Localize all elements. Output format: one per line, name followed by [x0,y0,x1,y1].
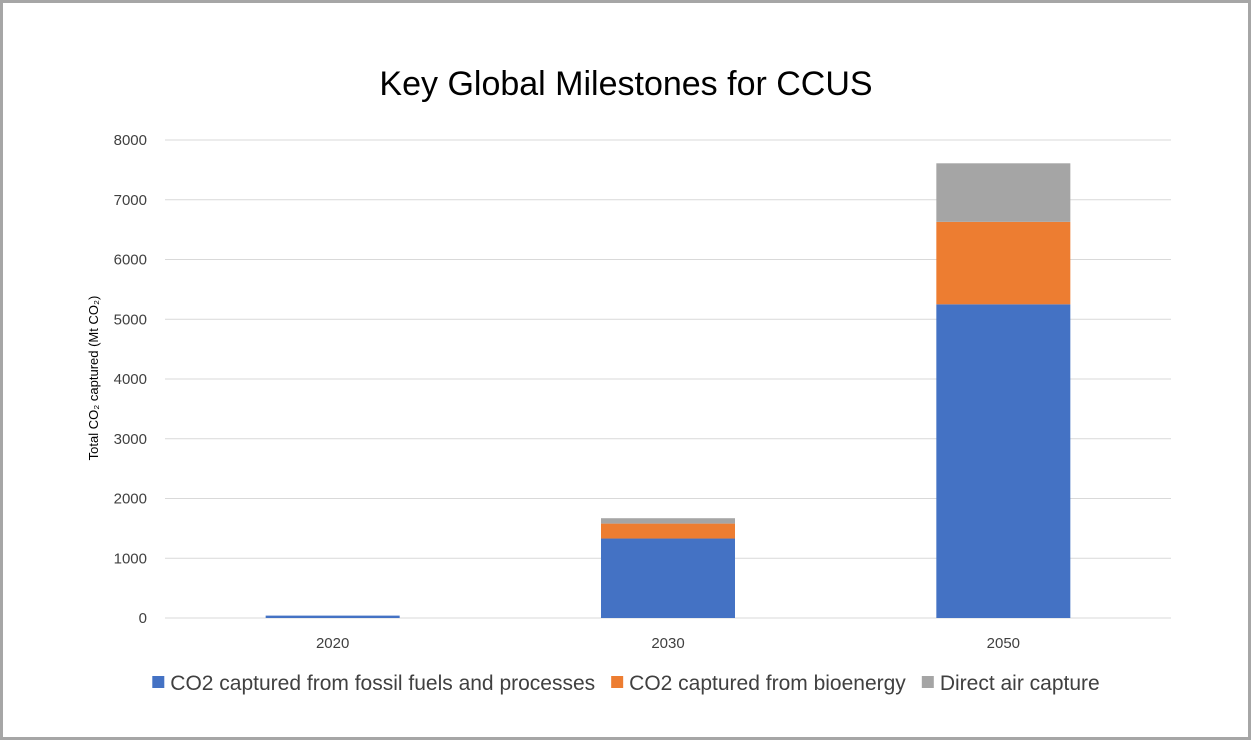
bar-2030-series-0 [601,538,735,618]
bar-2050-series-2 [936,163,1071,222]
legend-item: CO2 captured from fossil fuels and proce… [152,672,595,695]
y-tick-labels: 0 1000 2000 3000 4000 5000 6000 7000 8000 [114,132,147,627]
bar-2020-series-0 [265,615,400,618]
y-tick-label: 2000 [114,491,147,508]
y-tick-label: 6000 [114,252,147,269]
legend-label: Direct air capture [940,672,1100,695]
bar-2030-series-1 [601,523,735,539]
x-tick-label: 2050 [987,635,1020,652]
legend-swatch [611,676,624,688]
bars [265,163,1071,618]
legend-label: CO2 captured from bioenergy [629,672,906,695]
y-tick-label: 0 [139,610,147,627]
y-tick-label: 3000 [114,431,147,448]
y-tick-label: 5000 [114,311,147,328]
y-tick-label: 7000 [114,192,147,209]
chart-title: Key Global Milestones for CCUS [379,65,872,103]
x-tick-label: 2020 [316,635,349,652]
bar-2030-series-2 [601,518,735,524]
legend-item: Direct air capture [921,672,1100,695]
y-tick-label: 8000 [114,132,147,149]
y-tick-label: 1000 [114,550,147,567]
x-tick-labels: 2020 2030 2050 [316,635,1020,652]
legend-swatch [152,676,165,688]
bar-2050-series-1 [936,221,1071,305]
legend-label: CO2 captured from fossil fuels and proce… [170,672,595,695]
x-tick-label: 2030 [651,635,684,652]
y-tick-label: 4000 [114,371,147,388]
bar-2050-series-0 [936,304,1071,618]
y-axis-label: Total CO₂ captured (Mt CO₂) [86,296,101,461]
legend: CO2 captured from fossil fuels and proce… [152,672,1100,695]
legend-swatch [921,676,934,688]
legend-item: CO2 captured from bioenergy [611,672,906,695]
